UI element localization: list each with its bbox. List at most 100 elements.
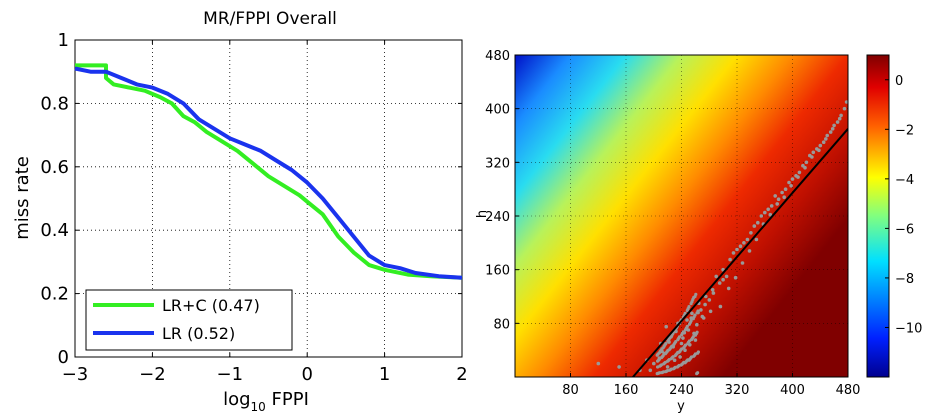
scatter-point (695, 330, 699, 334)
scatter-point (714, 274, 718, 279)
left-y-tick-label: 0.6 (40, 157, 69, 178)
scatter-point (689, 355, 694, 359)
heatmap-tick-marks (515, 54, 849, 377)
heatmap-y-tick-label: 160 (485, 264, 510, 279)
scatter-point (811, 150, 816, 155)
scatter-point (665, 365, 670, 369)
scatter-point (832, 123, 836, 128)
left-y-tick-label: 0.4 (40, 220, 69, 241)
scatter-point (679, 341, 684, 346)
scatter-point (726, 286, 731, 291)
scatter-point (835, 120, 840, 124)
scatter-point (728, 257, 732, 262)
scatter-point (667, 358, 671, 362)
scatter-point (708, 309, 713, 314)
heatmap-y-tick-label: 480 (485, 49, 510, 64)
scatter-point (839, 113, 843, 118)
scatter-point (658, 371, 662, 375)
scatter-point (783, 187, 788, 191)
scatter-point (674, 340, 678, 344)
scatter-point (742, 241, 746, 245)
scatter-point (842, 106, 847, 111)
fit-line (632, 128, 848, 377)
scatter-point (660, 347, 664, 351)
heatmap-scatter (596, 100, 848, 376)
left-x-tick-label: 0 (301, 364, 312, 385)
left-legend: LR+C (0.47) LR (0.52) (85, 289, 293, 351)
scatter-point (752, 224, 757, 228)
left-y-tick-label: 0.8 (40, 93, 69, 114)
scatter-point (824, 137, 828, 141)
scatter-point (810, 155, 814, 159)
scatter-point (775, 202, 779, 206)
scatter-point (701, 316, 706, 320)
scatter-point (789, 184, 793, 188)
heatmap-x-tick-label: 400 (780, 383, 805, 398)
heatmap-y-tick-label: 400 (485, 103, 510, 118)
heatmap-y-tick-label: 320 (485, 156, 510, 171)
scatter-point (693, 338, 698, 342)
left-y-axis-label: miss rate (12, 156, 33, 240)
scatter-point (844, 100, 848, 104)
scatter-point (797, 170, 802, 175)
scatter-point (678, 355, 682, 359)
scatter-point (680, 347, 684, 351)
scatter-point (768, 212, 773, 217)
scatter-point (683, 348, 687, 353)
scatter-point (717, 281, 722, 285)
scatter-point (735, 247, 739, 252)
series-line-lrc (75, 63, 463, 280)
scatter-point (666, 348, 670, 352)
scatter-point (773, 194, 777, 198)
heatmap-y-tick-label: 80 (493, 317, 510, 332)
scatter-point (694, 292, 698, 296)
scatter-point (830, 127, 835, 131)
scatter-point (747, 249, 752, 253)
scatter-point (790, 177, 795, 181)
scatter-point (828, 130, 833, 134)
colorbar-tick-label: −4 (895, 173, 914, 188)
scatter-point (821, 140, 826, 144)
left-x-tick-label: 2 (456, 364, 467, 385)
scatter-point (803, 165, 807, 170)
scatter-point (707, 298, 712, 302)
scatter-point (692, 295, 696, 300)
scatter-point (733, 275, 738, 280)
series-line-lr (74, 66, 463, 280)
left-y-tick-label: 0 (58, 347, 69, 368)
scatter-point (670, 344, 674, 348)
scatter-point (696, 350, 701, 354)
colorbar (866, 54, 890, 378)
heatmap-x-axis-label: y (677, 399, 685, 414)
scatter-point (780, 190, 784, 195)
scatter-point (648, 368, 653, 373)
scatter-point (718, 304, 723, 309)
scatter-point (703, 302, 707, 307)
legend-label-lrc: LR+C (0.47) (162, 296, 260, 315)
scatter-point (686, 358, 690, 362)
scatter-point (759, 214, 764, 218)
scatter-point (681, 336, 685, 340)
scatter-point (683, 343, 688, 347)
colorbar-tick-label: −6 (895, 222, 914, 237)
scatter-point (756, 220, 760, 225)
scatter-point (837, 116, 842, 121)
scatter-point (676, 350, 680, 354)
left-x-tick-label: −1 (217, 364, 244, 385)
legend-box (85, 289, 293, 351)
scatter-point (664, 342, 668, 346)
scatter-point (804, 160, 809, 165)
scatter-point (617, 365, 621, 369)
scatter-point (721, 277, 725, 282)
scatter-point (710, 288, 715, 292)
scatter-point (657, 357, 662, 361)
scatter-point (685, 318, 689, 322)
colorbar-tick-label: 0 (895, 74, 903, 89)
scatter-point (731, 251, 736, 255)
scatter-point (763, 210, 767, 215)
scatter-point (685, 324, 689, 329)
colorbar-tick-label: −8 (895, 272, 914, 287)
left-chart-title: MR/FPPI Overall (203, 9, 337, 29)
scatter-point (699, 308, 703, 312)
